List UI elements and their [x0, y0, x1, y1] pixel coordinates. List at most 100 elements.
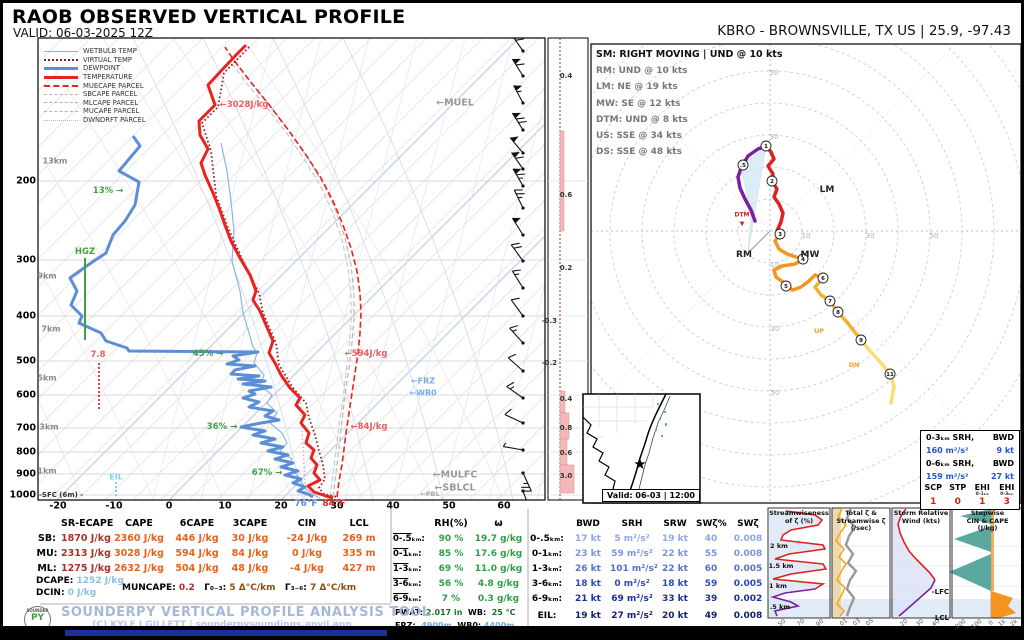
wb-label: WB:	[468, 607, 487, 617]
lapse36-label: Γ₃₋₆:	[284, 583, 307, 593]
footer: SOUNDERPY VERTICAL PROFILE ANALYSIS TOOL…	[61, 606, 430, 631]
cell: 0 J/kg	[291, 548, 323, 559]
temperature-trace	[197, 43, 334, 500]
legend-line-sample-icon	[44, 84, 78, 87]
sm-line: LM: NE @ 19 kts	[596, 82, 678, 93]
table-row: 0-.5ₖₘ: 17 kt 5 m²/s² 19 kt 40 0.008	[528, 531, 770, 546]
zeta-band	[832, 508, 841, 618]
legend-item: MUECAPE PARCEL	[44, 81, 146, 90]
sm-line: SM: RIGHT MOVING | UND @ 10 kts	[596, 49, 783, 60]
table-row: 1-3ₖₘ: 69 % 11.0 g/kg	[393, 561, 526, 576]
cell: 0.008	[733, 610, 763, 621]
row-label: SB:	[38, 533, 56, 544]
legend-item: DWNDRFT PARCEL	[44, 116, 146, 125]
col-header: SWζ	[737, 518, 759, 529]
mini2-border	[831, 507, 891, 619]
svg-text:5: 5	[784, 284, 788, 290]
hodo-trace-1-3km	[764, 144, 785, 236]
cell: 594 J/kg	[175, 548, 219, 559]
title-line: of ζ (%)	[784, 516, 814, 525]
pwat-value: 2.017 in	[425, 607, 463, 617]
sm-line: US: SSE @ 34 kts	[596, 131, 682, 142]
row-label: EIL:	[537, 610, 557, 621]
inset-map	[582, 393, 701, 504]
legend-label: MUECAPE PARCEL	[83, 81, 144, 90]
dcape-label: DCAPE:	[36, 576, 74, 586]
row-label: 0-1ₖₘ:	[531, 548, 563, 559]
cell: 446 J/kg	[175, 533, 219, 544]
streamwise-vorticity-curve	[835, 508, 848, 617]
rh-value: 69 %	[438, 563, 464, 574]
bottom-bar	[3, 626, 1021, 637]
pwat-label: PWAT:	[395, 607, 424, 617]
ehi-header: EHI	[974, 483, 990, 492]
unit: ₖₘ:	[408, 548, 422, 559]
rh-value: 56 %	[438, 578, 464, 589]
cell: 1870 J/kg	[61, 533, 111, 544]
ehi-header: EHI	[999, 483, 1015, 492]
sm-line: MW: SE @ 12 kts	[596, 98, 681, 109]
rh-header: RH(%)	[434, 518, 468, 529]
unit: ₖₘ:	[411, 533, 425, 544]
srw-lower	[898, 579, 936, 617]
col-header: CAPE	[125, 518, 153, 529]
skewt-legend: WETBULB TEMP VIRTUAL TEMP DEWPOINT TEMPERAT…	[44, 47, 146, 124]
dcape-value: 1252 J/kg	[76, 576, 124, 586]
hodo-trace-6-9km	[813, 276, 863, 342]
kin-header-row: BWD SRH SRW SWζ% SWζ	[528, 508, 770, 531]
sm-line: DTM: UND @ 8 kts	[596, 114, 688, 125]
title-line: Total ζ &	[845, 509, 877, 517]
muncape-value: 0.2	[178, 583, 195, 593]
svg-text:11: 11	[886, 372, 894, 378]
mini-plots	[767, 507, 1021, 619]
col-header: 3CAPE	[232, 518, 268, 529]
rh-value: 7 %	[441, 593, 461, 604]
hodo-trace-0-1km	[736, 144, 768, 223]
title-line: Storm Relative	[893, 509, 949, 517]
ehi-value: 1	[979, 497, 986, 507]
wb-value: 25 °C	[491, 607, 516, 617]
cell: 0.005	[733, 578, 763, 589]
ehi-value: 3	[1003, 497, 1010, 507]
legend-label: WETBULB TEMP	[83, 47, 137, 56]
table-row: 3-6ₖₘ: 56 % 4.8 g/kg	[393, 576, 526, 591]
title-line: (/sec)	[850, 524, 872, 532]
legend-label: VIRTUAL TEMP	[83, 55, 133, 64]
lapse36-value: 7 Δ°C/km	[309, 583, 357, 593]
cell: 22 kt	[662, 548, 688, 559]
muncape-label: MUNCAPE:	[122, 583, 176, 593]
dewpoint-trace	[68, 135, 314, 499]
legend-label: MLCAPE PARCEL	[83, 98, 139, 107]
row-label: ML:	[37, 563, 57, 574]
cell: 59	[704, 578, 718, 589]
legend-line-sample-icon	[44, 50, 78, 52]
cell: 2313 J/kg	[61, 548, 111, 559]
station-title: KBRO - BROWNSVILLE, TX US | 25.9, -97.43	[717, 23, 1011, 39]
cell: 0.008	[733, 533, 763, 544]
radar-echoes	[655, 403, 667, 437]
wb0-label: WB0:	[457, 620, 482, 630]
legend-item: MLCAPE PARCEL	[44, 99, 146, 108]
cell: 21 kt	[575, 593, 601, 604]
col-header: SRH	[621, 518, 643, 529]
total-vorticity-curve	[844, 508, 858, 617]
cell: 269 m	[342, 533, 376, 544]
table-row: EIL: 19 kt 27 m²/s² 20 kt 49 0.008	[528, 608, 770, 623]
thermo-table: SR-ECAPE CAPE 6CAPE 3CAPE CIN LCL SB: 18…	[33, 508, 389, 576]
sbcape-parcel-trace	[235, 62, 355, 498]
rh-header-row: RH(%) ω	[393, 508, 526, 531]
cell: 69 m²/s²	[611, 593, 653, 604]
table-row: 6-9ₖₘ: 21 kt 69 m²/s² 33 kt 39 0.002	[528, 591, 770, 606]
bwd-label: BWD	[992, 433, 1014, 442]
svg-text:1: 1	[764, 144, 768, 150]
srw-fill	[893, 509, 935, 616]
cell: 101 m²/s²	[610, 563, 658, 574]
mr-value: 17.6 g/kg	[474, 548, 523, 559]
mr-value: 0.3 g/kg	[477, 593, 520, 604]
dcin-row: DCIN: 0 J/kg	[36, 587, 96, 599]
scp-value: 1	[930, 497, 937, 507]
sm-line: DS: SSE @ 48 kts	[596, 147, 682, 158]
cin-wedge	[954, 526, 991, 552]
cell: 19 kt	[662, 533, 688, 544]
streamwiseness-lower	[770, 588, 816, 617]
